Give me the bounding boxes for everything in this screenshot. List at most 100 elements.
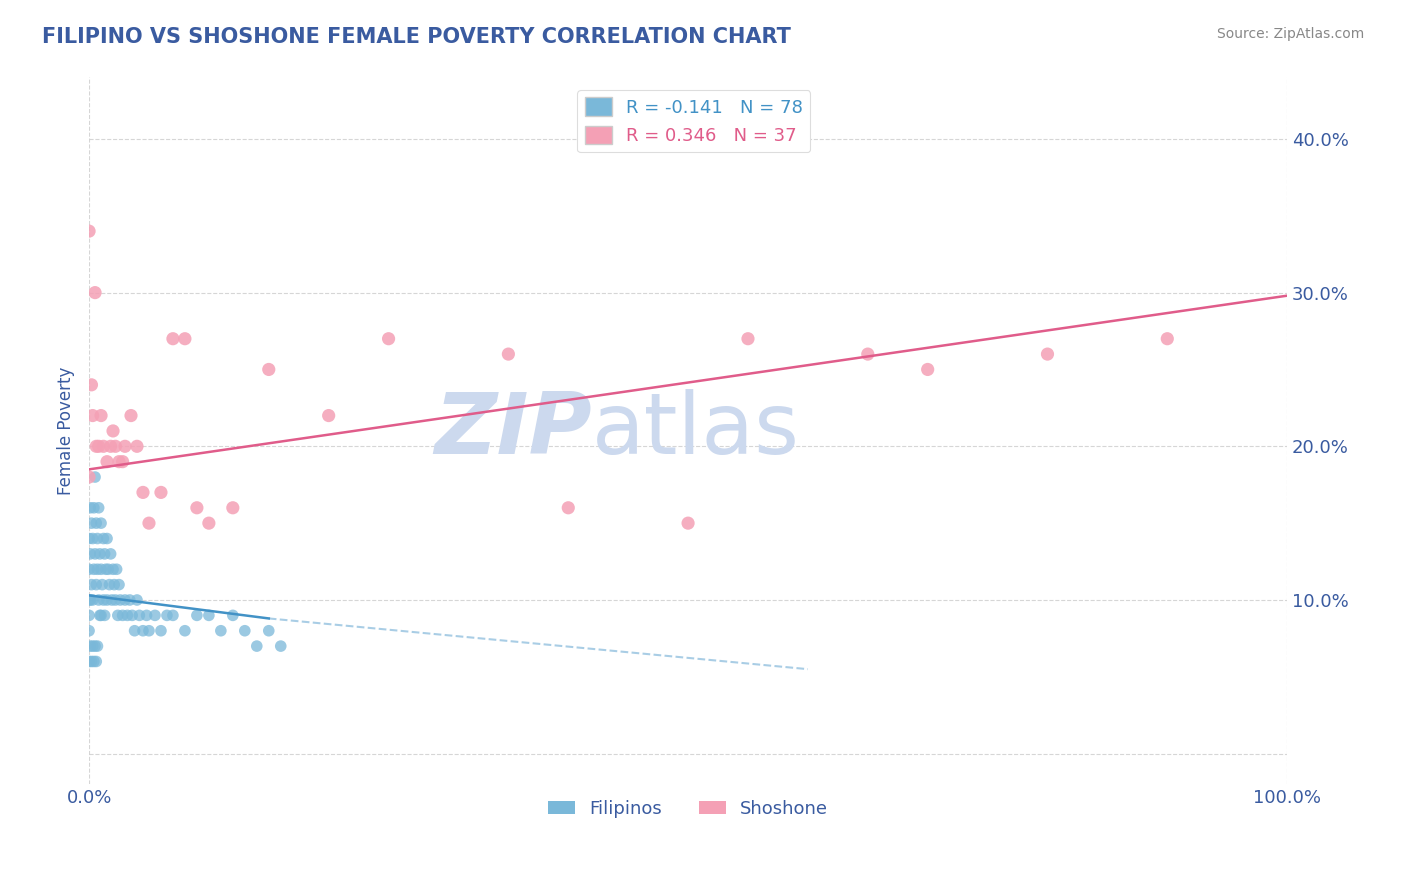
Point xyxy=(856,347,879,361)
Point xyxy=(90,562,112,576)
Legend: Filipinos, Shoshone: Filipinos, Shoshone xyxy=(541,792,835,825)
Point xyxy=(198,608,221,623)
Point xyxy=(162,332,184,346)
Point xyxy=(118,593,141,607)
Point xyxy=(80,377,103,392)
Point xyxy=(128,608,150,623)
Point xyxy=(377,332,399,346)
Point xyxy=(82,639,104,653)
Point xyxy=(89,547,111,561)
Point xyxy=(101,593,124,607)
Point xyxy=(87,439,110,453)
Point xyxy=(82,532,104,546)
Point xyxy=(156,608,179,623)
Point xyxy=(100,439,122,453)
Point xyxy=(86,532,108,546)
Point xyxy=(125,593,148,607)
Point xyxy=(174,624,197,638)
Point xyxy=(125,439,148,453)
Point xyxy=(162,608,184,623)
Point xyxy=(222,608,245,623)
Point xyxy=(198,516,221,530)
Point xyxy=(79,639,101,653)
Point xyxy=(174,332,197,346)
Point xyxy=(209,624,232,638)
Point xyxy=(83,500,105,515)
Point xyxy=(233,624,256,638)
Point xyxy=(676,516,699,530)
Point xyxy=(87,500,110,515)
Point xyxy=(91,577,114,591)
Point xyxy=(110,593,132,607)
Point xyxy=(737,332,759,346)
Point xyxy=(93,439,115,453)
Point xyxy=(90,608,112,623)
Point xyxy=(257,624,280,638)
Point xyxy=(96,532,118,546)
Point xyxy=(1036,347,1059,361)
Point xyxy=(149,624,172,638)
Point xyxy=(83,655,105,669)
Point xyxy=(93,593,115,607)
Point xyxy=(917,362,939,376)
Point xyxy=(77,593,100,607)
Point xyxy=(79,593,101,607)
Point xyxy=(105,562,128,576)
Point xyxy=(77,624,100,638)
Point xyxy=(89,608,111,623)
Point xyxy=(84,439,107,453)
Point xyxy=(90,516,112,530)
Point xyxy=(107,608,129,623)
Point xyxy=(111,455,134,469)
Point xyxy=(86,562,108,576)
Point xyxy=(77,562,100,576)
Point xyxy=(149,485,172,500)
Point xyxy=(120,409,142,423)
Point xyxy=(103,577,125,591)
Point xyxy=(104,439,127,453)
Point xyxy=(1156,332,1178,346)
Point xyxy=(121,608,143,623)
Point xyxy=(80,577,103,591)
Point xyxy=(101,562,124,576)
Point xyxy=(143,608,166,623)
Point xyxy=(77,655,100,669)
Text: FILIPINO VS SHOSHONE FEMALE POVERTY CORRELATION CHART: FILIPINO VS SHOSHONE FEMALE POVERTY CORR… xyxy=(42,27,792,46)
Point xyxy=(98,577,121,591)
Point xyxy=(186,608,208,623)
Point xyxy=(77,532,100,546)
Point xyxy=(117,608,139,623)
Point xyxy=(222,500,245,515)
Point xyxy=(557,500,579,515)
Point xyxy=(84,285,107,300)
Text: atlas: atlas xyxy=(592,390,800,473)
Point xyxy=(84,655,107,669)
Point xyxy=(114,593,136,607)
Point xyxy=(101,424,124,438)
Point xyxy=(114,439,136,453)
Point xyxy=(108,455,131,469)
Point xyxy=(318,409,340,423)
Text: Source: ZipAtlas.com: Source: ZipAtlas.com xyxy=(1216,27,1364,41)
Point xyxy=(82,409,104,423)
Point xyxy=(79,500,101,515)
Point xyxy=(93,547,115,561)
Point xyxy=(124,624,146,638)
Point xyxy=(135,608,157,623)
Point xyxy=(96,593,118,607)
Point xyxy=(84,639,107,653)
Point xyxy=(96,455,118,469)
Point xyxy=(80,655,103,669)
Point xyxy=(138,516,160,530)
Text: ZIP: ZIP xyxy=(434,390,592,473)
Point xyxy=(84,577,107,591)
Point xyxy=(270,639,292,653)
Point xyxy=(90,409,112,423)
Point xyxy=(82,593,104,607)
Point xyxy=(257,362,280,376)
Point xyxy=(77,224,100,238)
Point xyxy=(80,516,103,530)
Point xyxy=(84,547,107,561)
Point xyxy=(132,624,155,638)
Point xyxy=(84,470,107,484)
